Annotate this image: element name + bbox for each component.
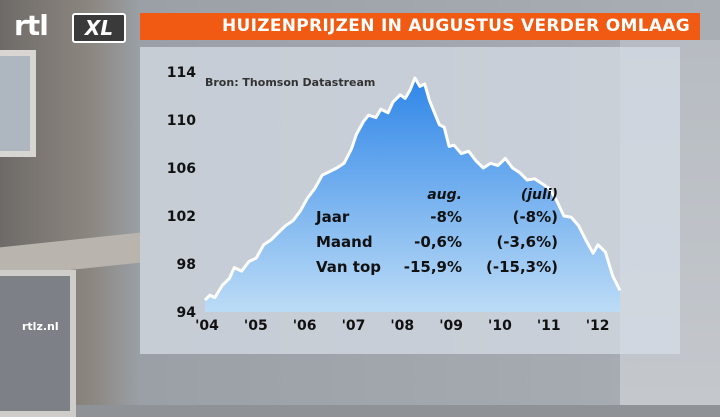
table-value-juli: (-15,3%): [486, 258, 558, 276]
x-axis-labels: '04 '05 '06 '07 '08 '09 '10 '11 '12: [195, 318, 609, 334]
y-tick-label: 94: [177, 305, 197, 321]
background-window: [0, 50, 36, 157]
table-value-aug: -0,6%: [414, 233, 462, 251]
x-tick-label: '06: [293, 318, 317, 334]
x-tick-label: '08: [390, 318, 414, 334]
y-tick-label: 106: [167, 161, 196, 177]
table-row-label: Van top: [316, 258, 381, 276]
y-tick-label: 114: [167, 65, 196, 81]
table-value-juli: (-8%): [513, 208, 558, 226]
x-tick-label: '04: [195, 318, 219, 334]
table-row-label: Jaar: [315, 208, 350, 226]
y-tick-label: 98: [177, 257, 196, 273]
logo-xl-badge: XL: [72, 13, 126, 43]
y-tick-label: 110: [167, 113, 196, 129]
chart-svg: 114 110 106 102 98 94 '04 '05 '06 '07 '08 '09 '10 '1…: [167, 65, 622, 334]
table-header-juli: (juli): [521, 187, 558, 203]
series-line: [203, 76, 622, 302]
x-tick-label: '09: [439, 318, 463, 334]
table-value-aug: -15,9%: [404, 258, 462, 276]
background-door: [0, 270, 76, 417]
table-value-juli: (-3,6%): [496, 233, 558, 251]
table-row-label: Maand: [316, 233, 373, 251]
stats-table: aug. (juli) Jaar -8% (-8%) Maand -0,6% (-3,6%) V…: [315, 187, 558, 276]
source-note: Bron: Thomson Datastream: [205, 76, 376, 89]
logo-rtl-text: rtl: [14, 9, 49, 42]
chart-title: HUIZENPRIJZEN IN AUGUSTUS VERDER OMLAAG: [221, 16, 690, 36]
table-header-aug: aug.: [427, 187, 462, 203]
x-tick-label: '07: [342, 318, 366, 334]
x-tick-label: '05: [244, 318, 268, 334]
title-bar: HUIZENPRIJZEN IN AUGUSTUS VERDER OMLAAG: [140, 13, 700, 40]
y-tick-label: 102: [167, 209, 196, 225]
x-tick-label: '11: [537, 318, 561, 334]
x-tick-label: '12: [586, 318, 610, 334]
y-axis-labels: 114 110 106 102 98 94: [167, 65, 196, 321]
series-area: [205, 78, 620, 312]
x-tick-label: '10: [488, 318, 512, 334]
rtl-xl-logo: rtl XL: [14, 9, 134, 43]
watermark: rtlz.nl: [22, 320, 59, 333]
table-value-aug: -8%: [430, 208, 462, 226]
